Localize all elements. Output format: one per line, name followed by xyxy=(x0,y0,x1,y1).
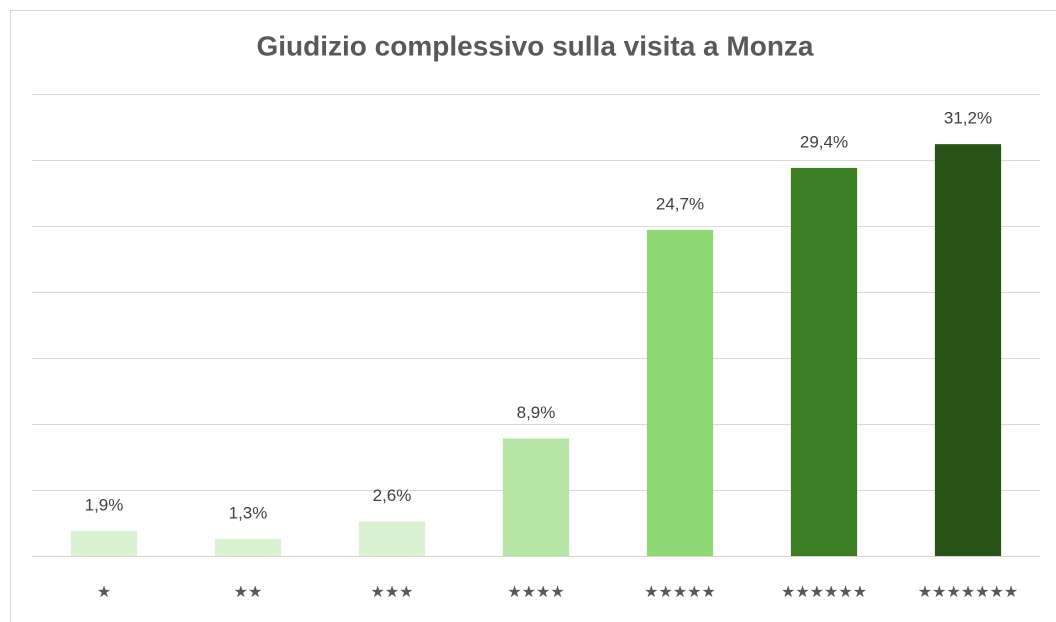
data-label: 24,7% xyxy=(656,194,704,213)
data-label: 1,3% xyxy=(229,503,268,522)
data-label: 29,4% xyxy=(800,132,848,151)
bar xyxy=(790,167,858,557)
data-label: 2,6% xyxy=(373,486,412,505)
x-tick-label: ★★★★★★ xyxy=(781,584,867,601)
x-tick-label: ★★★ xyxy=(370,584,413,601)
bar xyxy=(214,538,282,556)
chart-title: Giudizio complessivo sulla visita a Monz… xyxy=(256,30,813,61)
data-label: 31,2% xyxy=(944,109,992,128)
bar xyxy=(502,438,570,556)
bar xyxy=(70,530,138,556)
x-tick-label: ★★★★★ xyxy=(644,584,716,601)
x-tick-label: ★★★★★★★ xyxy=(918,584,1018,601)
data-label: 1,9% xyxy=(85,495,124,514)
x-tick-label: ★ xyxy=(97,584,111,601)
bar xyxy=(934,144,1002,556)
bar xyxy=(358,521,426,556)
data-label: 8,9% xyxy=(517,403,556,422)
x-tick-label: ★★ xyxy=(234,584,263,601)
bar xyxy=(646,229,714,556)
x-tick-label: ★★★★ xyxy=(507,584,564,601)
